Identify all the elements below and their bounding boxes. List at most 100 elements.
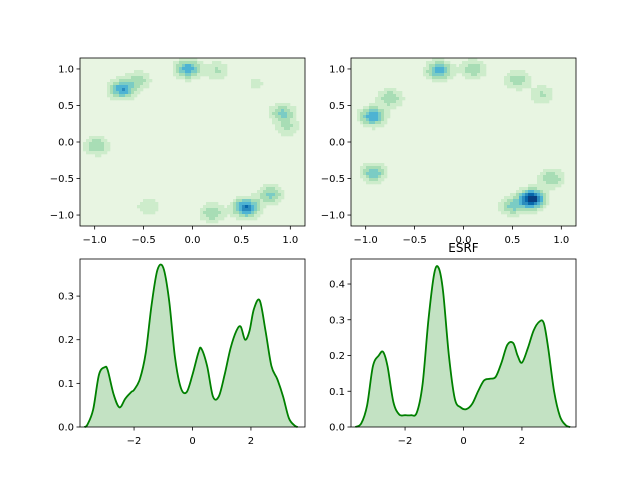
density-cell [284,106,288,110]
density-cell [218,214,222,218]
density-cell [363,169,367,173]
density-cell [134,76,138,80]
density-cell [537,205,541,209]
density-cell [525,199,529,203]
density-cell [534,88,538,92]
density-cell [474,64,478,68]
density-cell [134,82,138,86]
density-cell [534,187,538,191]
density-cell [209,70,213,74]
density-cell [152,202,156,206]
density-cell [465,61,469,65]
density-cell [176,64,180,68]
density-fill [355,266,571,427]
density-cell [456,70,460,74]
density-cell [546,172,550,176]
density-cell [519,208,523,212]
density-cell [245,211,249,215]
density-cell [245,199,249,203]
density-cell [200,217,204,221]
density-cell [432,79,436,83]
density-cell [278,190,282,194]
density-cell [471,67,475,71]
density-cell [441,64,445,68]
density-cell [281,121,285,125]
density-cell [104,142,108,146]
density-cell [435,79,439,83]
density-cell [510,214,514,218]
density-cell [185,70,189,74]
density-cell [221,64,225,68]
density-cell [372,169,376,173]
density-cell [212,61,216,65]
density-cell [531,202,535,206]
density-cell [435,76,439,80]
density-cell [266,184,270,188]
density-cell [546,202,550,206]
density-cell [516,76,520,80]
density-cell [372,112,376,116]
density-cell [432,73,436,77]
density-cell [387,94,391,98]
density-cell [363,118,367,122]
density-cell [269,202,273,206]
density-cell [287,127,291,131]
density-cell [546,199,550,203]
density-cell [284,127,288,131]
density-cell [182,58,186,62]
density-cell [281,124,285,128]
density-cell [558,169,562,173]
density-cell [519,202,523,206]
density-cell [498,208,502,212]
density-cell [363,172,367,176]
density-cell [281,103,285,107]
density-cell [435,73,439,77]
density-cell [221,211,225,215]
density-cell [134,85,138,89]
density-cell [134,70,138,74]
density-cell [384,169,388,173]
density-cell [188,58,192,62]
density-cell [269,187,273,191]
density-cell [435,70,439,74]
density-cell [480,67,484,71]
density-cell [537,184,541,188]
density-cell [519,193,523,197]
density-cell [287,106,291,110]
density-cell [179,73,183,77]
density-cell [543,190,547,194]
density-cell [113,91,117,95]
density-cell [272,118,276,122]
density-cell [272,115,276,119]
density-cell [125,82,129,86]
density-cell [447,61,451,65]
density-cell [143,79,147,83]
density-cell [363,109,367,113]
density-cell [372,106,376,110]
density-cell [89,151,93,155]
density-cell [549,178,553,182]
density-cell [375,112,379,116]
density-cell [254,202,258,206]
density-cell [293,127,297,131]
density-cell [444,73,448,77]
density-cell [290,109,294,113]
density-cell [375,175,379,179]
density-cell [116,91,120,95]
density-cell [366,115,370,119]
density-cell [86,148,90,152]
density-cell [95,142,99,146]
density-cell [528,208,532,212]
density-cell [465,73,469,77]
density-cell [537,202,541,206]
y-tick-label: −1.0 [50,211,74,222]
density-cell [248,199,252,203]
density-cell [116,76,120,80]
density-cell [215,202,219,206]
density-cell [519,82,523,86]
density-cell [254,205,258,209]
density-cell [224,64,228,68]
density-cell [242,211,246,215]
density-cell [462,61,466,65]
density-cell [531,184,535,188]
